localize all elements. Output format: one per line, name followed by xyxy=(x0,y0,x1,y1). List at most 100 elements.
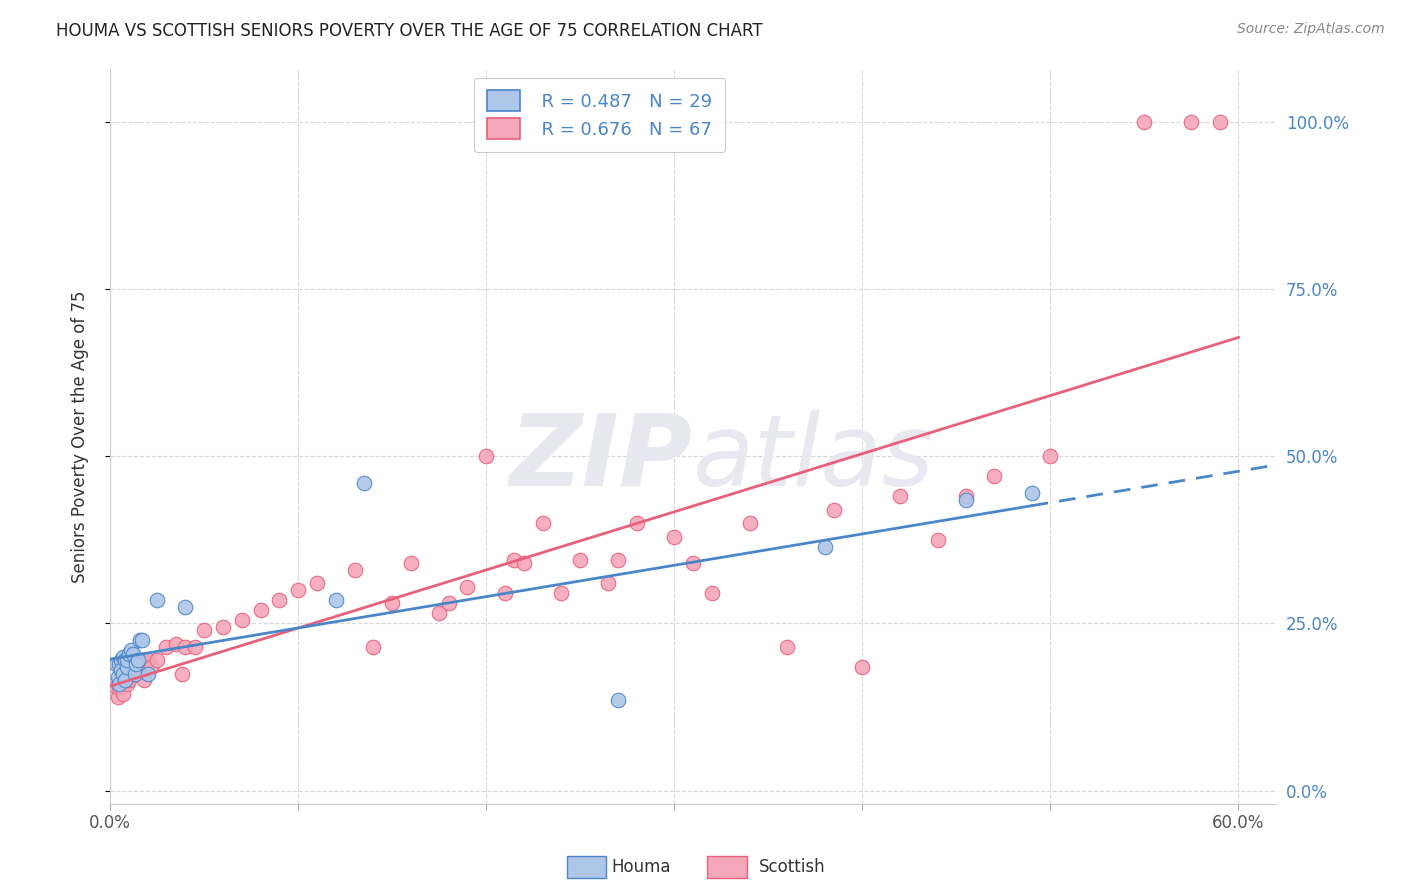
Point xyxy=(127,653,149,667)
Point xyxy=(927,533,949,547)
Point xyxy=(110,653,132,667)
Point xyxy=(955,490,977,504)
Text: Scottish: Scottish xyxy=(759,858,825,876)
Point xyxy=(399,556,422,570)
Point xyxy=(193,623,215,637)
Point xyxy=(108,676,131,690)
Legend:   R = 0.487   N = 29,   R = 0.676   N = 67: R = 0.487 N = 29, R = 0.676 N = 67 xyxy=(474,78,725,152)
Point xyxy=(212,620,235,634)
Point xyxy=(814,540,837,554)
Point xyxy=(174,599,197,614)
Point xyxy=(121,647,143,661)
Point xyxy=(456,580,478,594)
Point xyxy=(104,657,127,671)
Point xyxy=(108,673,131,688)
Point xyxy=(569,553,592,567)
Point xyxy=(136,653,159,667)
Point xyxy=(343,563,366,577)
Point xyxy=(110,663,132,677)
Point xyxy=(121,657,143,671)
Point xyxy=(381,596,404,610)
Text: atlas: atlas xyxy=(693,409,935,507)
Point xyxy=(114,673,136,688)
Point xyxy=(664,530,686,544)
Point xyxy=(550,586,572,600)
Y-axis label: Seniors Poverty Over the Age of 75: Seniors Poverty Over the Age of 75 xyxy=(72,290,89,582)
Point xyxy=(124,666,146,681)
Point xyxy=(107,670,129,684)
Point xyxy=(155,640,177,654)
Point xyxy=(626,516,648,531)
Point xyxy=(115,660,138,674)
Point xyxy=(115,666,138,681)
Point xyxy=(118,666,141,681)
Point xyxy=(107,690,129,704)
Point xyxy=(114,653,136,667)
Point xyxy=(1208,115,1230,129)
Point xyxy=(124,666,146,681)
Point xyxy=(146,593,169,607)
Point xyxy=(131,653,153,667)
Point xyxy=(115,653,138,667)
Point xyxy=(112,687,135,701)
Point xyxy=(108,680,131,694)
Point xyxy=(287,582,309,597)
Point xyxy=(174,640,197,654)
Point xyxy=(503,553,526,567)
Point xyxy=(1133,115,1156,129)
Point xyxy=(889,490,911,504)
Point xyxy=(598,576,620,591)
Point xyxy=(146,653,169,667)
Point xyxy=(269,593,291,607)
Point xyxy=(437,596,460,610)
Point xyxy=(112,666,135,681)
Text: HOUMA VS SCOTTISH SENIORS POVERTY OVER THE AGE OF 75 CORRELATION CHART: HOUMA VS SCOTTISH SENIORS POVERTY OVER T… xyxy=(56,22,763,40)
Point xyxy=(606,693,628,707)
Point xyxy=(955,492,977,507)
Point xyxy=(183,640,205,654)
Text: ZIP: ZIP xyxy=(510,409,693,507)
Text: Houma: Houma xyxy=(612,858,671,876)
Text: Source: ZipAtlas.com: Source: ZipAtlas.com xyxy=(1237,22,1385,37)
Point xyxy=(131,633,153,648)
Point xyxy=(129,633,152,648)
Point xyxy=(475,450,498,464)
Point xyxy=(165,636,187,650)
Point xyxy=(983,469,1005,483)
Point xyxy=(118,647,141,661)
Point xyxy=(823,503,845,517)
Point xyxy=(136,666,159,681)
Point xyxy=(231,613,253,627)
Point xyxy=(305,576,328,591)
Point xyxy=(115,676,138,690)
Point xyxy=(112,649,135,664)
Point xyxy=(125,666,148,681)
Point xyxy=(249,603,271,617)
Point xyxy=(700,586,723,600)
Point xyxy=(118,673,141,688)
Point xyxy=(125,657,148,671)
Point xyxy=(108,657,131,671)
Point xyxy=(363,640,385,654)
Point xyxy=(132,673,155,688)
Point xyxy=(531,516,554,531)
Point xyxy=(120,643,142,657)
Point xyxy=(738,516,761,531)
Point xyxy=(494,586,516,600)
Point xyxy=(851,660,873,674)
Point xyxy=(120,663,142,677)
Point xyxy=(114,673,136,688)
Point xyxy=(1039,450,1062,464)
Point xyxy=(129,653,152,667)
Point xyxy=(1021,486,1043,500)
Point xyxy=(325,593,347,607)
Point xyxy=(682,556,704,570)
Point xyxy=(353,476,375,491)
Point xyxy=(112,670,135,684)
Point xyxy=(141,660,163,674)
Point xyxy=(104,680,127,694)
Point xyxy=(127,653,149,667)
Point xyxy=(776,640,799,654)
Point xyxy=(606,553,628,567)
Point xyxy=(170,666,193,681)
